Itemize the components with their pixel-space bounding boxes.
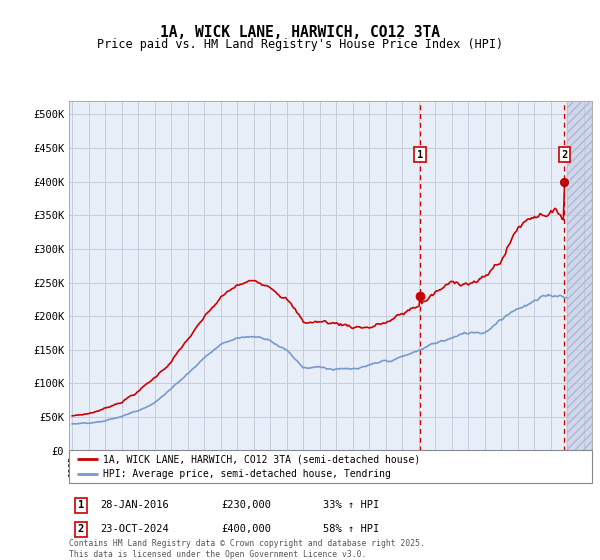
Text: 33% ↑ HPI: 33% ↑ HPI bbox=[323, 500, 379, 510]
Text: £400,000: £400,000 bbox=[221, 524, 271, 534]
Text: Price paid vs. HM Land Registry's House Price Index (HPI): Price paid vs. HM Land Registry's House … bbox=[97, 38, 503, 51]
Text: 2: 2 bbox=[78, 524, 84, 534]
Text: 1: 1 bbox=[417, 150, 424, 160]
Bar bbox=[568, 101, 592, 451]
Bar bbox=[568, 101, 592, 451]
Text: Contains HM Land Registry data © Crown copyright and database right 2025.
This d: Contains HM Land Registry data © Crown c… bbox=[69, 539, 425, 559]
FancyBboxPatch shape bbox=[69, 450, 592, 483]
Text: £230,000: £230,000 bbox=[221, 500, 271, 510]
Text: 2: 2 bbox=[561, 150, 568, 160]
Text: 1A, WICK LANE, HARWICH, CO12 3TA: 1A, WICK LANE, HARWICH, CO12 3TA bbox=[160, 25, 440, 40]
Text: 1: 1 bbox=[78, 500, 84, 510]
Text: 23-OCT-2024: 23-OCT-2024 bbox=[101, 524, 169, 534]
Text: 1A, WICK LANE, HARWICH, CO12 3TA (semi-detached house): 1A, WICK LANE, HARWICH, CO12 3TA (semi-d… bbox=[103, 454, 420, 464]
Text: 28-JAN-2016: 28-JAN-2016 bbox=[101, 500, 169, 510]
Text: HPI: Average price, semi-detached house, Tendring: HPI: Average price, semi-detached house,… bbox=[103, 469, 391, 479]
Text: 58% ↑ HPI: 58% ↑ HPI bbox=[323, 524, 379, 534]
